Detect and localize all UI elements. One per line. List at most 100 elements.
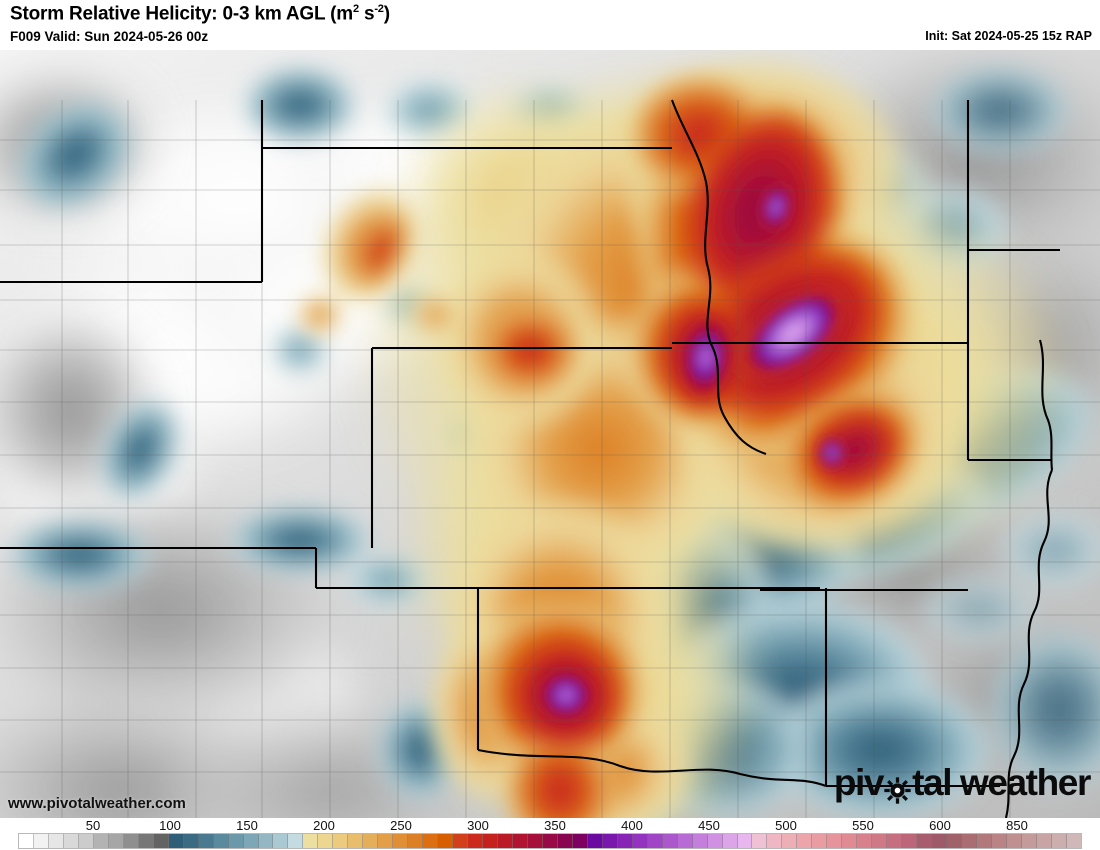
map-canvas[interactable]: www.pivotalweather.com piv	[0, 50, 1100, 818]
colorbar-swatch-38	[587, 834, 603, 848]
colorbar-swatch-64	[977, 834, 992, 848]
colorbar-swatch-37	[572, 834, 588, 848]
colorbar-swatch-47	[722, 834, 738, 848]
colorbar-swatch-51	[782, 834, 798, 848]
colorbar-swatch-30	[468, 834, 484, 848]
colorbar-tick-labels: 50 100 150 200 250 300 350 400 450 500 550 600 850	[0, 818, 1100, 833]
colorbar-swatch-58	[887, 834, 903, 848]
colorbar-swatch-63	[962, 834, 977, 848]
colorbar-swatch-67	[1021, 834, 1037, 848]
colorbar-swatch-7	[123, 834, 139, 848]
colorbar-swatch-60	[917, 834, 933, 848]
state-boundaries	[0, 99, 1060, 818]
colorbar-swatch-20	[318, 834, 334, 848]
helicity-field-plot	[0, 50, 1100, 818]
colorbar-swatch-55	[842, 834, 858, 848]
colorbar-swatch-23	[363, 834, 379, 848]
colorbar-swatch-56	[857, 834, 873, 848]
colorbar-swatch-40	[617, 834, 633, 848]
max-nebraska	[759, 183, 793, 231]
colorbar-swatch-36	[557, 834, 573, 848]
colorbar-swatch-2	[48, 834, 64, 848]
colorbar-swatch-69	[1051, 834, 1067, 848]
colorbar-tick-200: 200	[313, 818, 335, 833]
colorbar-swatch-6	[108, 834, 124, 848]
colorbar-swatch-25	[393, 834, 409, 848]
colorbar-tick-450: 450	[698, 818, 720, 833]
colorbar-tick-50: 50	[85, 818, 101, 833]
header-bar: Storm Relative Helicity: 0-3 km AGL (m2 …	[0, 0, 1100, 50]
colorbar-swatch-34	[527, 834, 543, 848]
init-time-label: Init: Sat 2024-05-25 15z RAP	[925, 29, 1092, 43]
colorbar-swatch-62	[947, 834, 963, 848]
colorbar-swatch-32	[498, 834, 513, 848]
max-iowa-missouri	[740, 286, 846, 380]
colorbar-swatch-61	[932, 834, 948, 848]
pivotal-weather-logo: piv	[833, 762, 1091, 804]
colorbar-swatch-1	[33, 834, 49, 848]
colorbar-swatch-9	[153, 834, 169, 848]
colorbar-swatch-41	[632, 834, 648, 848]
colorbar-tick-350: 350	[544, 818, 566, 833]
colorbar-tick-250: 250	[390, 818, 412, 833]
colorbar-swatch-10	[168, 834, 184, 848]
colorbar-swatch-4	[78, 834, 94, 848]
colorbar-swatch-14	[228, 834, 244, 848]
colorbar-swatch-18	[288, 834, 304, 848]
colorbar-swatch-50	[767, 834, 783, 848]
colorbar-swatch-53	[812, 834, 828, 848]
colorbar-tick-300: 300	[467, 818, 489, 833]
colorbar-swatch-26	[408, 834, 424, 848]
colorbar-swatch-5	[93, 834, 109, 848]
colorbar-swatch-12	[198, 834, 214, 848]
gear-sun-icon	[884, 773, 911, 804]
colorbar-swatch-42	[647, 834, 663, 848]
colorbar-swatch-45	[692, 834, 708, 848]
colorbar-swatch-13	[213, 834, 229, 848]
site-url-watermark: www.pivotalweather.com	[8, 795, 186, 812]
colorbar: 50 100 150 200 250 300 350 400 450 500 550 600 850	[0, 818, 1100, 850]
colorbar-swatch-35	[542, 834, 558, 848]
colorbar-swatches	[18, 833, 1082, 849]
valid-time-label: F009 Valid: Sun 2024-05-26 00z	[10, 29, 209, 44]
colorbar-swatch-68	[1036, 834, 1052, 848]
colorbar-tick-850: 850	[1006, 818, 1028, 833]
colorbar-swatch-59	[902, 834, 918, 848]
colorbar-swatch-54	[827, 834, 843, 848]
colorbar-swatch-17	[273, 834, 289, 848]
logo-text-part1: piv	[833, 762, 885, 803]
colorbar-swatch-27	[423, 834, 439, 848]
colorbar-swatch-0	[19, 834, 34, 848]
page-title: Storm Relative Helicity: 0-3 km AGL (m2 …	[10, 3, 390, 25]
colorbar-tick-600: 600	[929, 818, 951, 833]
colorbar-tick-400: 400	[621, 818, 643, 833]
colorbar-swatch-65	[991, 834, 1007, 848]
colorbar-swatch-43	[662, 834, 678, 848]
colorbar-swatch-28	[438, 834, 454, 848]
colorbar-swatch-48	[737, 834, 753, 848]
colorbar-swatch-66	[1006, 834, 1022, 848]
colorbar-swatch-16	[258, 834, 274, 848]
colorbar-tick-550: 550	[852, 818, 874, 833]
colorbar-swatch-29	[453, 834, 469, 848]
colorbar-swatch-39	[602, 834, 618, 848]
colorbar-swatch-24	[378, 834, 394, 848]
colorbar-swatch-21	[333, 834, 349, 848]
colorbar-tick-500: 500	[775, 818, 797, 833]
colorbar-swatch-49	[752, 834, 768, 848]
colorbar-tick-150: 150	[236, 818, 258, 833]
county-boundaries	[0, 100, 1100, 818]
colorbar-swatch-57	[872, 834, 888, 848]
colorbar-swatch-8	[138, 834, 154, 848]
max-southeast-kansas	[818, 437, 846, 469]
colorbar-tick-100: 100	[159, 818, 181, 833]
field-purple-maxima	[538, 183, 846, 720]
colorbar-swatch-70	[1066, 834, 1081, 848]
colorbar-swatch-52	[797, 834, 813, 848]
colorbar-swatch-44	[677, 834, 693, 848]
colorbar-swatch-33	[512, 834, 528, 848]
colorbar-swatch-11	[183, 834, 199, 848]
colorbar-swatch-22	[348, 834, 364, 848]
max-western-oklahoma	[538, 670, 594, 720]
